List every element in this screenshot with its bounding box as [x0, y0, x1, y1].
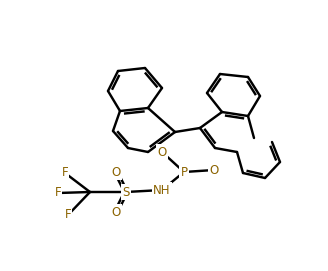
Text: O: O [209, 163, 219, 176]
Text: F: F [55, 186, 61, 199]
Text: F: F [62, 166, 68, 179]
Text: NH: NH [153, 183, 171, 196]
Text: O: O [157, 146, 167, 159]
Text: O: O [112, 166, 121, 179]
Text: P: P [180, 166, 188, 179]
Text: S: S [122, 186, 130, 198]
Text: O: O [112, 205, 121, 218]
Text: F: F [65, 208, 71, 221]
